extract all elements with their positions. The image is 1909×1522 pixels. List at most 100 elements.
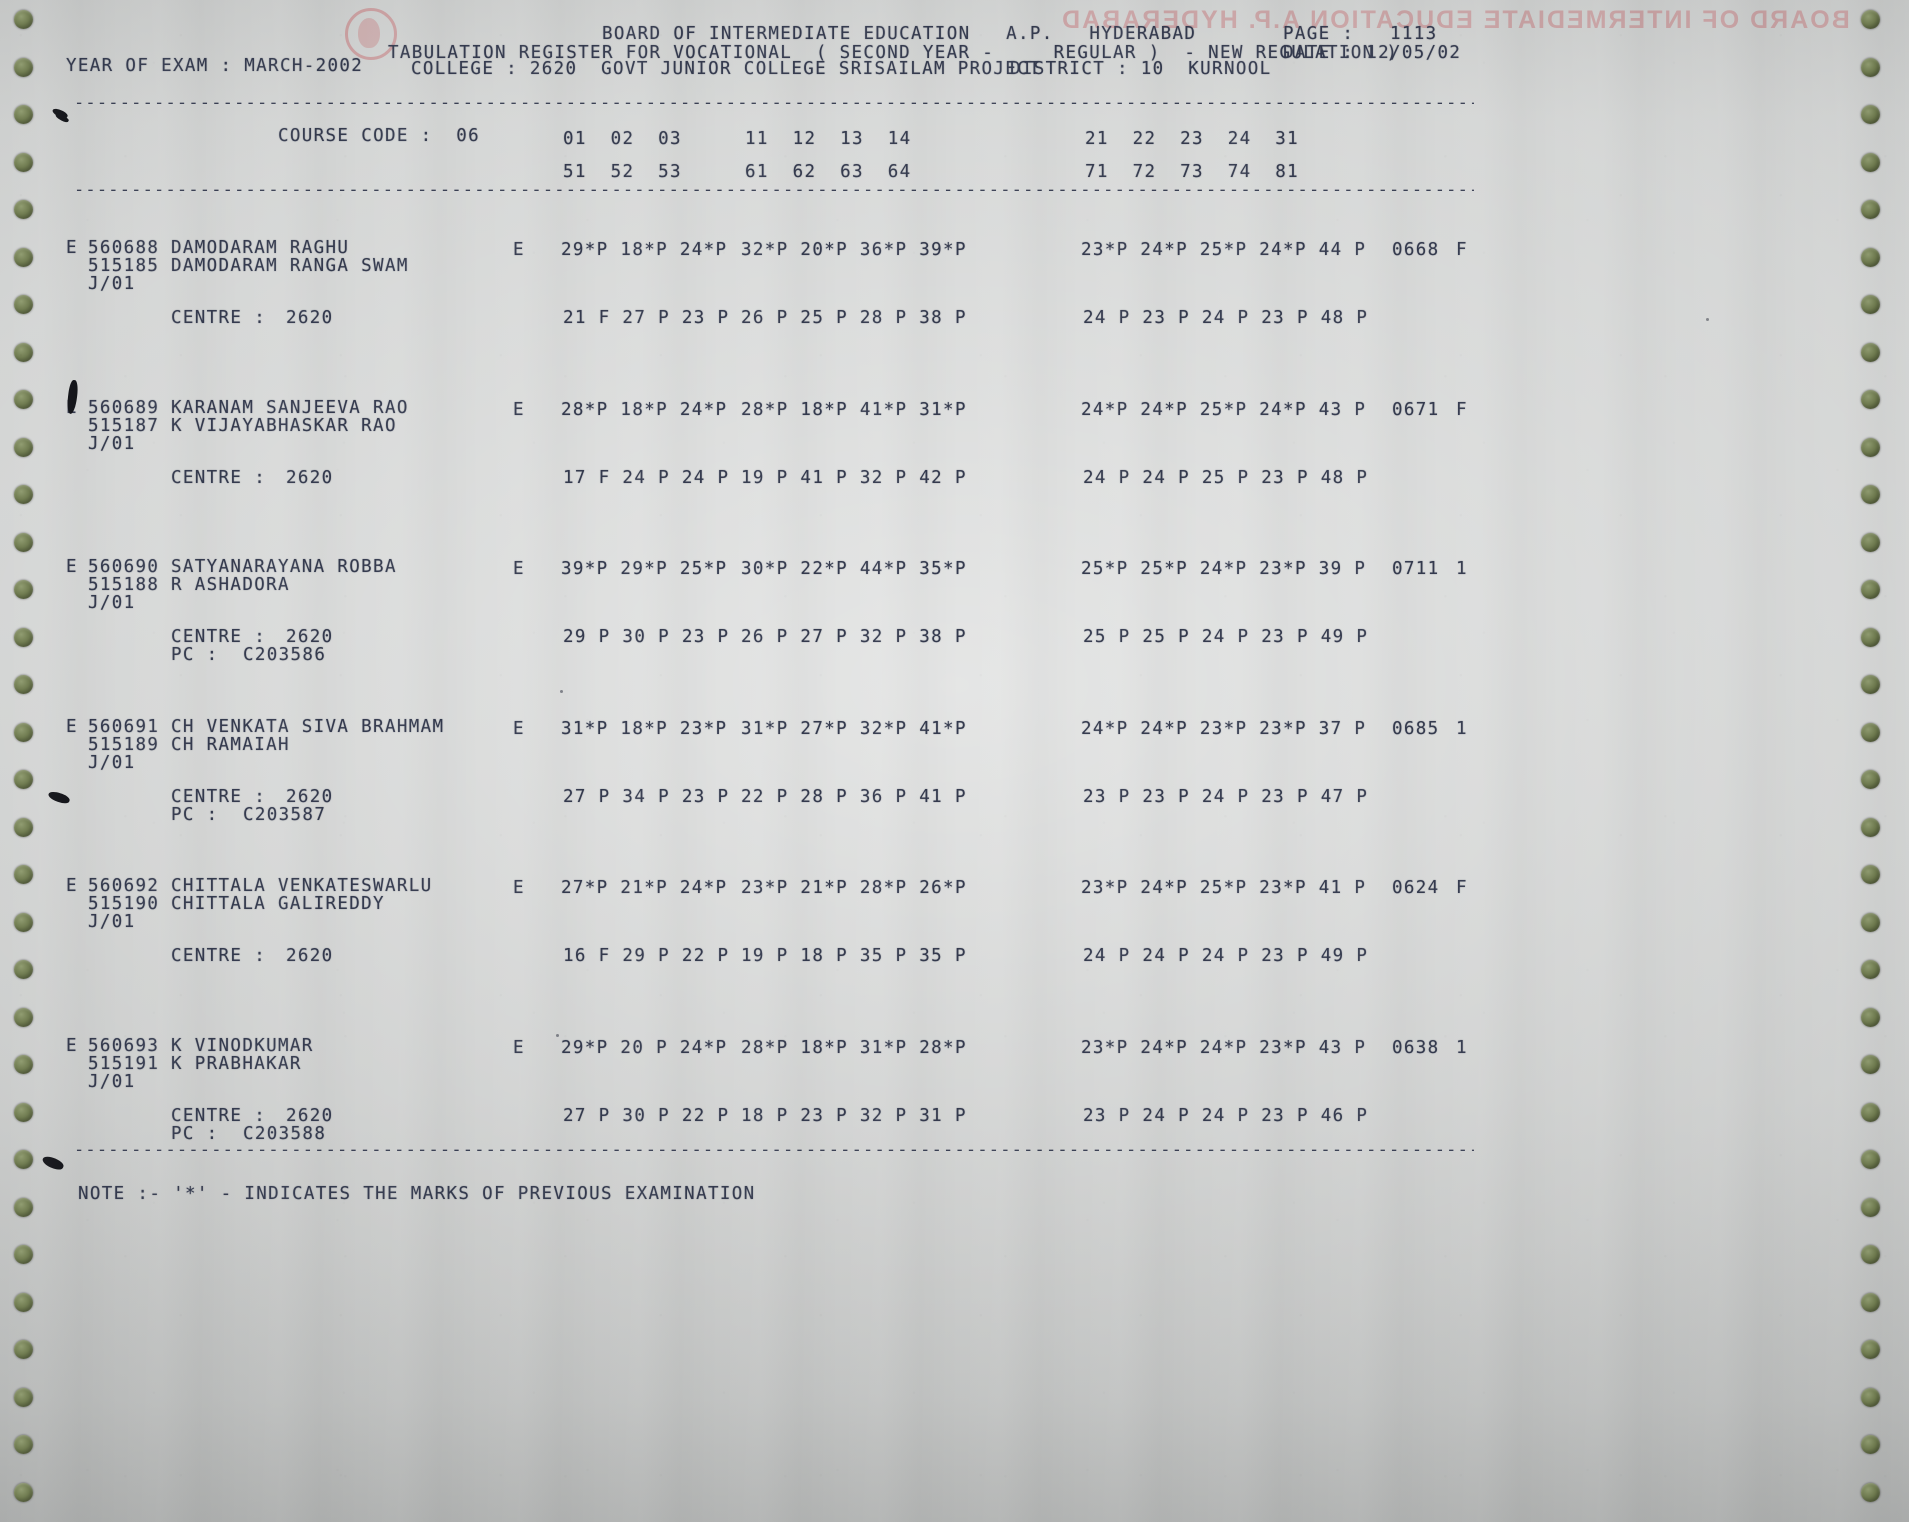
student-hallticket: 515191 <box>88 1053 160 1074</box>
student-roll-number: 560693 <box>88 1035 160 1056</box>
sprocket-hole <box>14 1387 33 1407</box>
centre-label: CENTRE : <box>171 467 267 488</box>
total-marks: 0638 <box>1392 1037 1440 1058</box>
practical-marks-group3: 23 P 24 P 24 P 23 P 46 P <box>1083 1105 1369 1126</box>
sprocket-hole <box>1861 627 1880 647</box>
student-prefix: E <box>66 557 78 577</box>
theory-marks-group1: 28*P 18*P 24*P <box>561 399 728 420</box>
sprocket-hole <box>1861 770 1880 789</box>
sprocket-hole <box>1861 152 1880 172</box>
theory-marks-group3: 24*P 24*P 23*P 23*P 37 P <box>1081 718 1367 739</box>
sprocket-hole <box>14 1197 33 1217</box>
practical-marks-group2: 22 P 28 P 36 P 41 P <box>741 786 967 807</box>
practical-marks-group2: 18 P 23 P 32 P 31 P <box>741 1105 967 1126</box>
theory-marks-group3: 25*P 25*P 24*P 23*P 39 P <box>1081 559 1367 579</box>
student-name: CHITTALA VENKATESWARLU <box>171 876 433 896</box>
practical-marks-group2: 19 P 41 P 32 P 42 P <box>741 467 967 488</box>
subject-code-row1-group2: 11 12 13 14 <box>745 129 912 149</box>
student-medium: E <box>513 399 525 420</box>
student-prefix: E <box>66 397 78 418</box>
page-label: PAGE : 1113 <box>1283 24 1438 44</box>
practical-marks-group1: 27 P 30 P 22 P <box>563 1105 730 1126</box>
student-prefix: E <box>66 876 78 896</box>
total-marks: 0711 <box>1392 559 1440 579</box>
footer-note: NOTE :- '*' - INDICATES THE MARKS OF PRE… <box>78 1184 756 1204</box>
course-code-label: COURSE CODE : 06 <box>278 126 481 146</box>
sprocket-hole <box>1861 722 1880 742</box>
centre-value: 2620 <box>286 627 334 647</box>
student-name: CH VENKATA SIVA BRAHMAM <box>171 716 445 737</box>
centre-value: 2620 <box>286 467 334 488</box>
sprocket-hole <box>1861 912 1880 932</box>
student-section: J/01 <box>88 593 136 613</box>
sprocket-strip-right <box>1855 0 1901 1522</box>
date-label: DATE : 12/05/02 <box>1283 43 1462 63</box>
student-prefix: E <box>66 238 78 258</box>
sprocket-strip-left <box>8 0 54 1522</box>
student-section: J/01 <box>88 433 136 454</box>
student-roll-number: 560691 <box>88 716 160 737</box>
total-marks: 0671 <box>1392 399 1440 420</box>
sprocket-hole <box>14 295 33 314</box>
centre-value: 2620 <box>286 786 334 807</box>
sprocket-hole <box>14 817 33 837</box>
practical-marks-group3: 24 P 24 P 25 P 23 P 48 P <box>1083 467 1369 488</box>
practical-marks-group1: 21 F 27 P 23 P <box>563 308 730 328</box>
sprocket-hole <box>14 675 33 694</box>
theory-marks-group2: 28*P 18*P 41*P 31*P <box>741 399 967 420</box>
sprocket-hole <box>1861 485 1880 504</box>
course-divider: ----------------------------------------… <box>74 182 1474 199</box>
student-hallticket: 515189 <box>88 734 160 755</box>
sprocket-hole <box>1861 1245 1880 1264</box>
subject-code-row2-group1: 51 52 53 <box>563 162 682 182</box>
practical-marks-group3: 24 P 23 P 24 P 23 P 48 P <box>1083 308 1369 328</box>
result-status: 1 <box>1456 1037 1468 1058</box>
student-hallticket: 515188 <box>88 575 160 595</box>
student-section: J/01 <box>88 752 136 773</box>
student-roll-number: 560690 <box>88 557 160 577</box>
sprocket-hole <box>1861 10 1880 29</box>
student-name: DAMODARAM RAGHU <box>171 238 350 258</box>
year-of-exam: YEAR OF EXAM : MARCH-2002 <box>66 56 364 76</box>
pc-value: C203588 <box>243 1123 327 1144</box>
total-marks: 0685 <box>1392 718 1440 739</box>
sprocket-hole <box>1861 1292 1880 1312</box>
sprocket-hole <box>1861 390 1880 409</box>
sprocket-hole <box>14 342 33 362</box>
paper-speck <box>556 1034 559 1037</box>
centre-label: CENTRE : <box>171 308 267 328</box>
subject-code-row2-group2: 61 62 63 64 <box>745 162 912 182</box>
district-label: DISTRICT : 10 KURNOOL <box>1010 59 1272 79</box>
sprocket-hole <box>14 437 33 457</box>
theory-marks-group2: 32*P 20*P 36*P 39*P <box>741 240 967 260</box>
centre-label: CENTRE : <box>171 1105 267 1126</box>
theory-marks-group1: 29*P 20 P 24*P <box>561 1037 728 1058</box>
centre-value: 2620 <box>286 308 334 328</box>
practical-marks-group1: 17 F 24 P 24 P <box>563 467 730 488</box>
sprocket-hole <box>1861 295 1880 314</box>
sprocket-hole <box>14 1102 33 1122</box>
sprocket-hole <box>1861 1102 1880 1122</box>
document-title: BOARD OF INTERMEDIATE EDUCATION A.P. HYD… <box>602 24 1197 44</box>
father-name: R ASHADORA <box>171 575 290 595</box>
result-status: F <box>1456 240 1468 260</box>
sprocket-hole <box>14 532 33 552</box>
sprocket-hole <box>1861 1007 1880 1027</box>
student-hallticket: 515190 <box>88 894 160 914</box>
student-hallticket: 515187 <box>88 415 160 436</box>
sprocket-hole <box>14 57 33 77</box>
total-marks: 0668 <box>1392 240 1440 260</box>
father-name: CHITTALA GALIREDDY <box>171 894 385 914</box>
theory-marks-group2: 23*P 21*P 28*P 26*P <box>741 878 967 898</box>
student-medium: E <box>513 718 525 739</box>
sprocket-hole <box>1861 675 1880 694</box>
student-medium: E <box>513 1037 525 1058</box>
student-prefix: E <box>66 716 78 737</box>
student-section: J/01 <box>88 1071 136 1092</box>
sprocket-hole <box>1861 437 1880 457</box>
student-name: KARANAM SANJEEVA RAO <box>171 397 409 418</box>
sprocket-hole <box>1861 532 1880 552</box>
sprocket-hole <box>14 1150 33 1169</box>
